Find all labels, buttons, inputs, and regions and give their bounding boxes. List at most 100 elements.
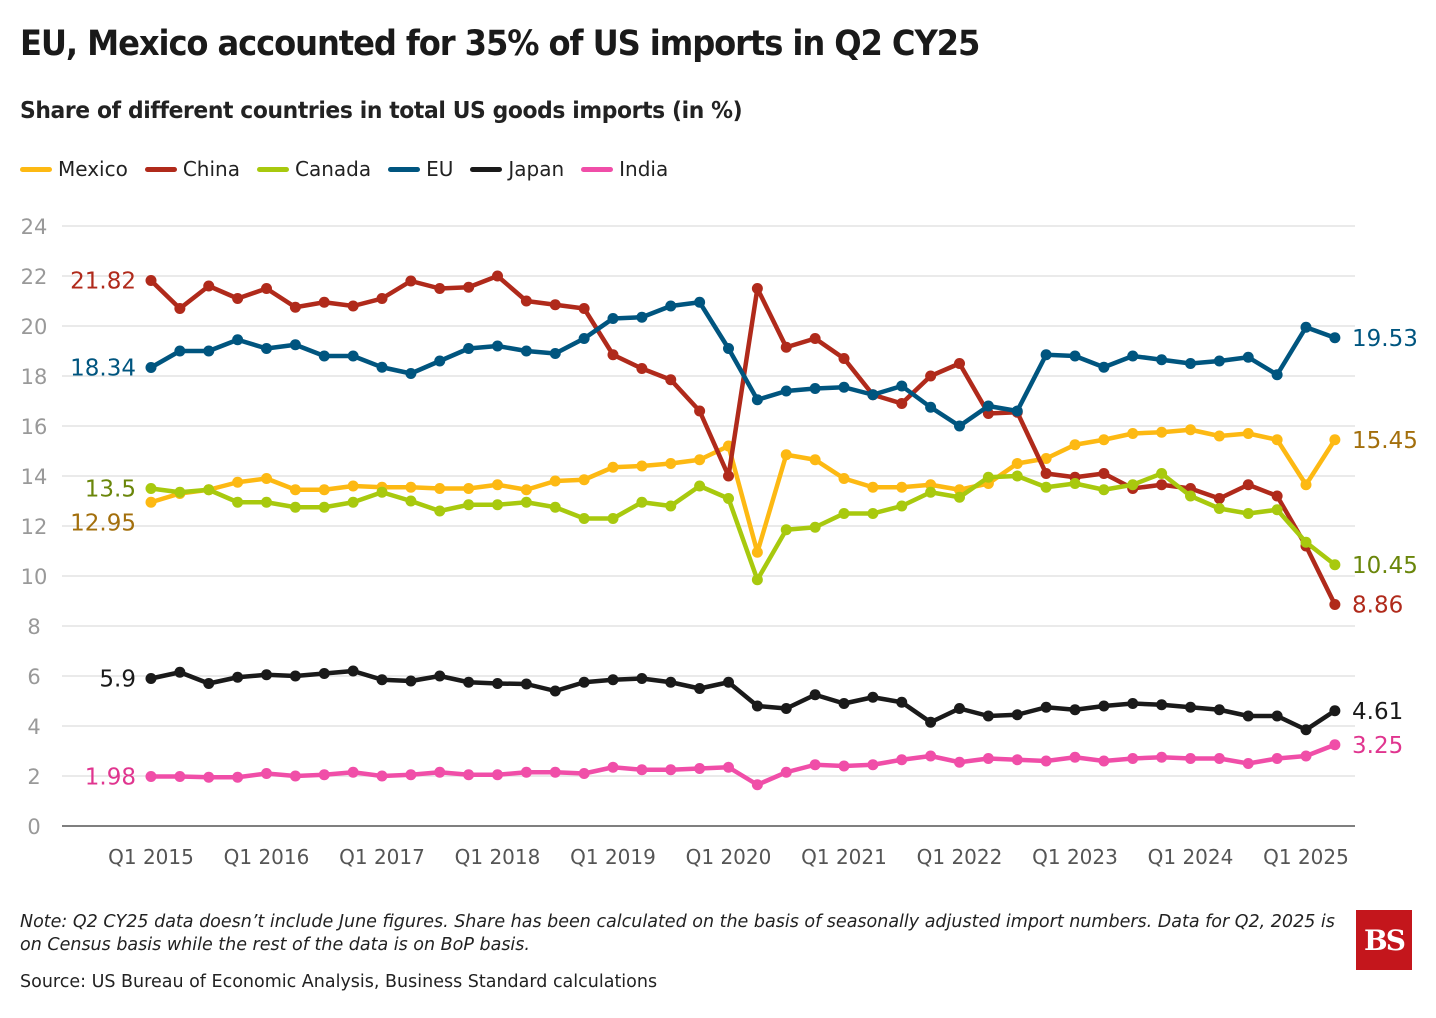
data-point: [1213, 753, 1225, 764]
data-point: [318, 296, 330, 308]
data-point: [954, 756, 965, 768]
data-point: [347, 300, 359, 312]
data-point: [405, 275, 417, 287]
data-point: [1271, 434, 1283, 446]
data-point: [1242, 479, 1254, 491]
data-point: [347, 480, 359, 492]
start-value-label: 12.95: [70, 510, 136, 536]
data-point: [1127, 428, 1139, 439]
data-point: [1329, 739, 1341, 751]
data-point: [434, 355, 446, 367]
data-point: [780, 385, 792, 397]
data-point: [463, 281, 475, 293]
data-point: [1329, 332, 1341, 344]
data-point: [434, 670, 446, 682]
data-point: [492, 769, 503, 781]
data-point: [1069, 350, 1081, 362]
data-point: [1011, 405, 1023, 417]
data-point: [1011, 470, 1023, 482]
y-tick-label: 6: [27, 665, 40, 689]
data-point: [1156, 426, 1168, 438]
data-point: [1156, 751, 1168, 763]
x-tick-label: Q1 2017: [339, 845, 425, 869]
data-point: [780, 341, 792, 353]
data-point: [694, 405, 706, 417]
data-point: [1185, 753, 1196, 764]
data-point: [1271, 504, 1283, 516]
data-point: [520, 496, 532, 508]
data-point: [723, 343, 734, 354]
data-point: [982, 753, 994, 764]
data-point: [1098, 468, 1110, 479]
start-value-label: 5.9: [99, 667, 136, 693]
data-point: [145, 483, 157, 494]
data-point: [1127, 479, 1139, 491]
legend-swatch: [20, 166, 52, 172]
x-tick-label: Q1 2015: [108, 845, 194, 869]
legend-swatch: [388, 166, 421, 172]
legend-label: Japan: [508, 157, 565, 181]
data-point: [954, 703, 965, 714]
y-tick-label: 24: [21, 215, 48, 239]
data-point: [636, 496, 648, 508]
data-point: [289, 501, 301, 513]
end-value-label: 10.45: [1352, 553, 1418, 579]
data-point: [1098, 361, 1110, 373]
data-point: [578, 676, 590, 688]
data-point: [636, 460, 648, 472]
x-tick-label: Q1 2021: [801, 845, 887, 869]
data-point: [636, 363, 648, 374]
data-point: [318, 769, 330, 781]
data-point: [1329, 559, 1341, 571]
data-point: [1213, 704, 1225, 716]
data-point: [376, 486, 388, 498]
data-point: [520, 766, 532, 778]
data-point: [578, 513, 590, 524]
data-point: [838, 381, 850, 393]
data-point: [1040, 755, 1052, 767]
series-china: 21.82 8.86: [70, 269, 1403, 619]
data-point: [809, 333, 821, 344]
legend-label: China: [182, 157, 240, 181]
chart-title: EU, Mexico accounted for 35% of US impor…: [20, 24, 980, 64]
data-point: [694, 296, 706, 308]
data-point: [232, 476, 244, 488]
data-point: [1185, 490, 1196, 502]
data-point: [723, 761, 734, 773]
data-point: [492, 678, 503, 689]
data-point: [838, 760, 850, 772]
data-point: [780, 703, 792, 714]
data-point: [838, 508, 850, 519]
x-tick-label: Q1 2023: [1032, 845, 1118, 869]
data-point: [434, 505, 446, 517]
x-tick-label: Q1 2019: [570, 845, 656, 869]
data-point: [434, 283, 446, 294]
data-point: [463, 499, 475, 511]
data-point: [607, 349, 619, 361]
data-point: [492, 499, 503, 511]
data-point: [347, 766, 359, 778]
legend-swatch: [256, 166, 289, 172]
y-tick-label: 10: [21, 565, 48, 589]
data-point: [954, 358, 965, 369]
data-point: [261, 669, 272, 681]
data-point: [1242, 508, 1254, 519]
x-tick-label: Q1 2022: [917, 845, 1003, 869]
data-point: [751, 283, 763, 294]
legend-item-eu: EU: [388, 157, 453, 181]
data-point: [145, 771, 157, 782]
data-point: [723, 676, 734, 688]
data-point: [347, 665, 359, 677]
data-point: [261, 496, 272, 508]
data-point: [896, 696, 908, 708]
data-point: [1098, 755, 1110, 767]
data-point: [838, 473, 850, 484]
data-point: [665, 764, 677, 776]
data-point: [982, 710, 994, 722]
data-point: [780, 449, 792, 461]
data-point: [1069, 478, 1081, 489]
start-value-label: 1.98: [85, 765, 136, 791]
data-point: [867, 759, 879, 771]
data-point: [925, 750, 937, 762]
